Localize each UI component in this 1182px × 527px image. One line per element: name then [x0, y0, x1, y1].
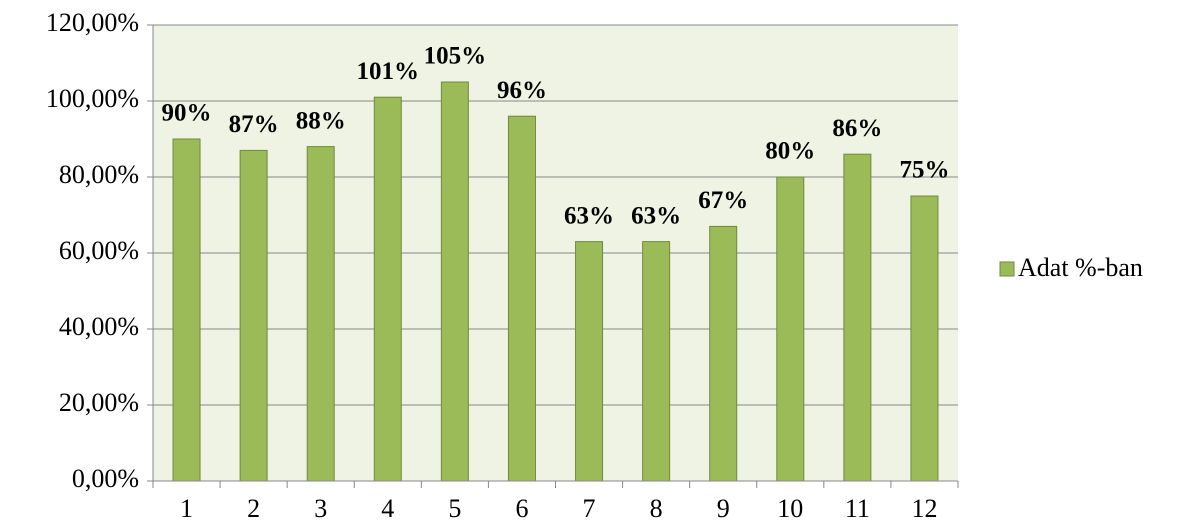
x-tick-label: 7: [583, 494, 596, 523]
bar: [843, 153, 872, 482]
bar: [373, 96, 402, 482]
x-tick-label: 6: [515, 494, 528, 523]
x-tick-label: 9: [717, 494, 730, 523]
value-label: 90%: [162, 100, 212, 127]
y-tick-label: 100,00%: [46, 84, 139, 113]
y-tick-label: 0,00%: [72, 464, 139, 493]
legend-swatch: [999, 261, 1015, 277]
bar: [642, 241, 671, 482]
bar: [709, 225, 738, 482]
value-label: 63%: [631, 202, 681, 229]
x-tick-label: 3: [314, 494, 327, 523]
bar: [910, 195, 939, 482]
x-tick-label: 2: [247, 494, 260, 523]
value-label: 67%: [698, 187, 748, 214]
value-label: 86%: [832, 115, 882, 142]
x-tick-label: 10: [777, 494, 803, 523]
x-tick-label: 12: [911, 494, 937, 523]
value-label: 105%: [424, 43, 487, 70]
x-tick-label: 5: [448, 494, 461, 523]
bar: [239, 149, 268, 482]
y-tick-label: 60,00%: [59, 236, 139, 265]
y-tick-label: 40,00%: [59, 312, 139, 341]
value-label: 88%: [296, 107, 346, 134]
bar: [776, 176, 805, 482]
value-label: 75%: [899, 157, 949, 184]
legend-label: Adat %-ban: [1018, 253, 1143, 282]
x-tick-label: 4: [381, 494, 394, 523]
y-tick-label: 120,00%: [46, 8, 139, 37]
bar: [440, 81, 469, 482]
y-tick-label: 80,00%: [59, 160, 139, 189]
value-label: 80%: [765, 138, 815, 165]
x-tick-label: 11: [845, 494, 870, 523]
bar: [507, 115, 536, 482]
x-tick-label: 1: [180, 494, 193, 523]
value-label: 96%: [497, 77, 547, 104]
bar: [575, 241, 604, 482]
bar: [172, 138, 201, 482]
x-tick-label: 8: [650, 494, 663, 523]
value-label: 87%: [229, 111, 279, 138]
y-tick-label: 20,00%: [59, 388, 139, 417]
bar: [306, 146, 335, 482]
value-label: 101%: [357, 58, 420, 85]
value-label: 63%: [564, 202, 614, 229]
